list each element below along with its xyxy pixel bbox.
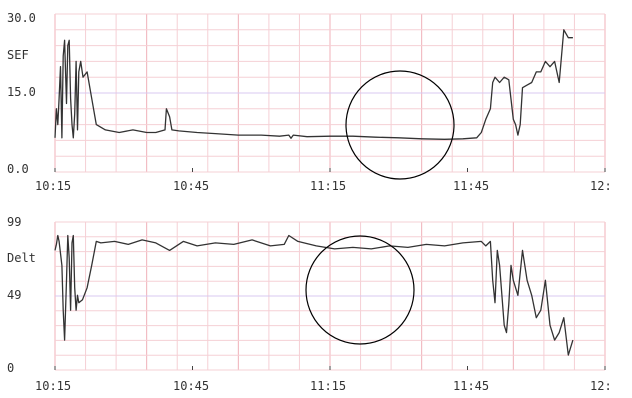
chart-delt-grid [54, 221, 606, 371]
chart-sef-xtick-12: 12: [590, 179, 612, 193]
chart-delt-panel: 99 Delt 49 0 10:15 10:45 11:15 11:45 12: [7, 215, 612, 393]
chart-sef-xtick-1115: 11:15 [310, 179, 346, 193]
chart-delt-xtick-12: 12: [590, 379, 612, 393]
chart-sef-line [54, 29, 573, 140]
chart-sef-ticks-y: 30.0 SEF 15.0 0.0 [7, 11, 36, 176]
chart-delt-xtick-1145: 11:45 [453, 379, 489, 393]
chart-sef-series-0 [54, 29, 573, 140]
chart-sef-xtick-1045: 10:45 [173, 179, 209, 193]
chart-delt-xtick-1045: 10:45 [173, 379, 209, 393]
chart-delt-xtick-1015: 10:15 [35, 379, 71, 393]
chart-sef-grid [54, 13, 606, 173]
chart-delt-ticks-y: 99 Delt 49 0 [7, 215, 36, 375]
chart-sef-ytick-mid: 15.0 [7, 85, 36, 99]
chart-sef-ticks-x: 10:15 10:45 11:15 11:45 12: [35, 179, 612, 193]
chart-sef-xtick-1015: 10:15 [35, 179, 71, 193]
chart-delt-ylabel: Delt [7, 251, 36, 265]
chart-sef-annotation-circle [345, 70, 455, 180]
chart-delt-line [54, 234, 574, 356]
chart-sef-xtick-1145: 11:45 [453, 179, 489, 193]
chart-delt-ytick-bottom: 0 [7, 361, 14, 375]
chart-sef-ytick-bottom: 0.0 [7, 162, 29, 176]
chart-delt-ticks-x: 10:15 10:45 11:15 11:45 12: [35, 379, 612, 393]
chart-delt-xtick-1115: 11:15 [310, 379, 346, 393]
chart-delt-series-0 [54, 234, 574, 356]
chart-sef-ylabel: SEF [7, 48, 29, 62]
chart-delt-ytick-mid: 49 [7, 288, 21, 302]
chart-delt-ytick-top: 99 [7, 215, 21, 229]
chart-delt-annotation-circle [305, 235, 415, 345]
chart-sef-ytick-top: 30.0 [7, 11, 36, 25]
chart-sef-panel: 30.0 SEF 15.0 0.0 10:15 10:45 11:15 11:4… [7, 11, 612, 193]
